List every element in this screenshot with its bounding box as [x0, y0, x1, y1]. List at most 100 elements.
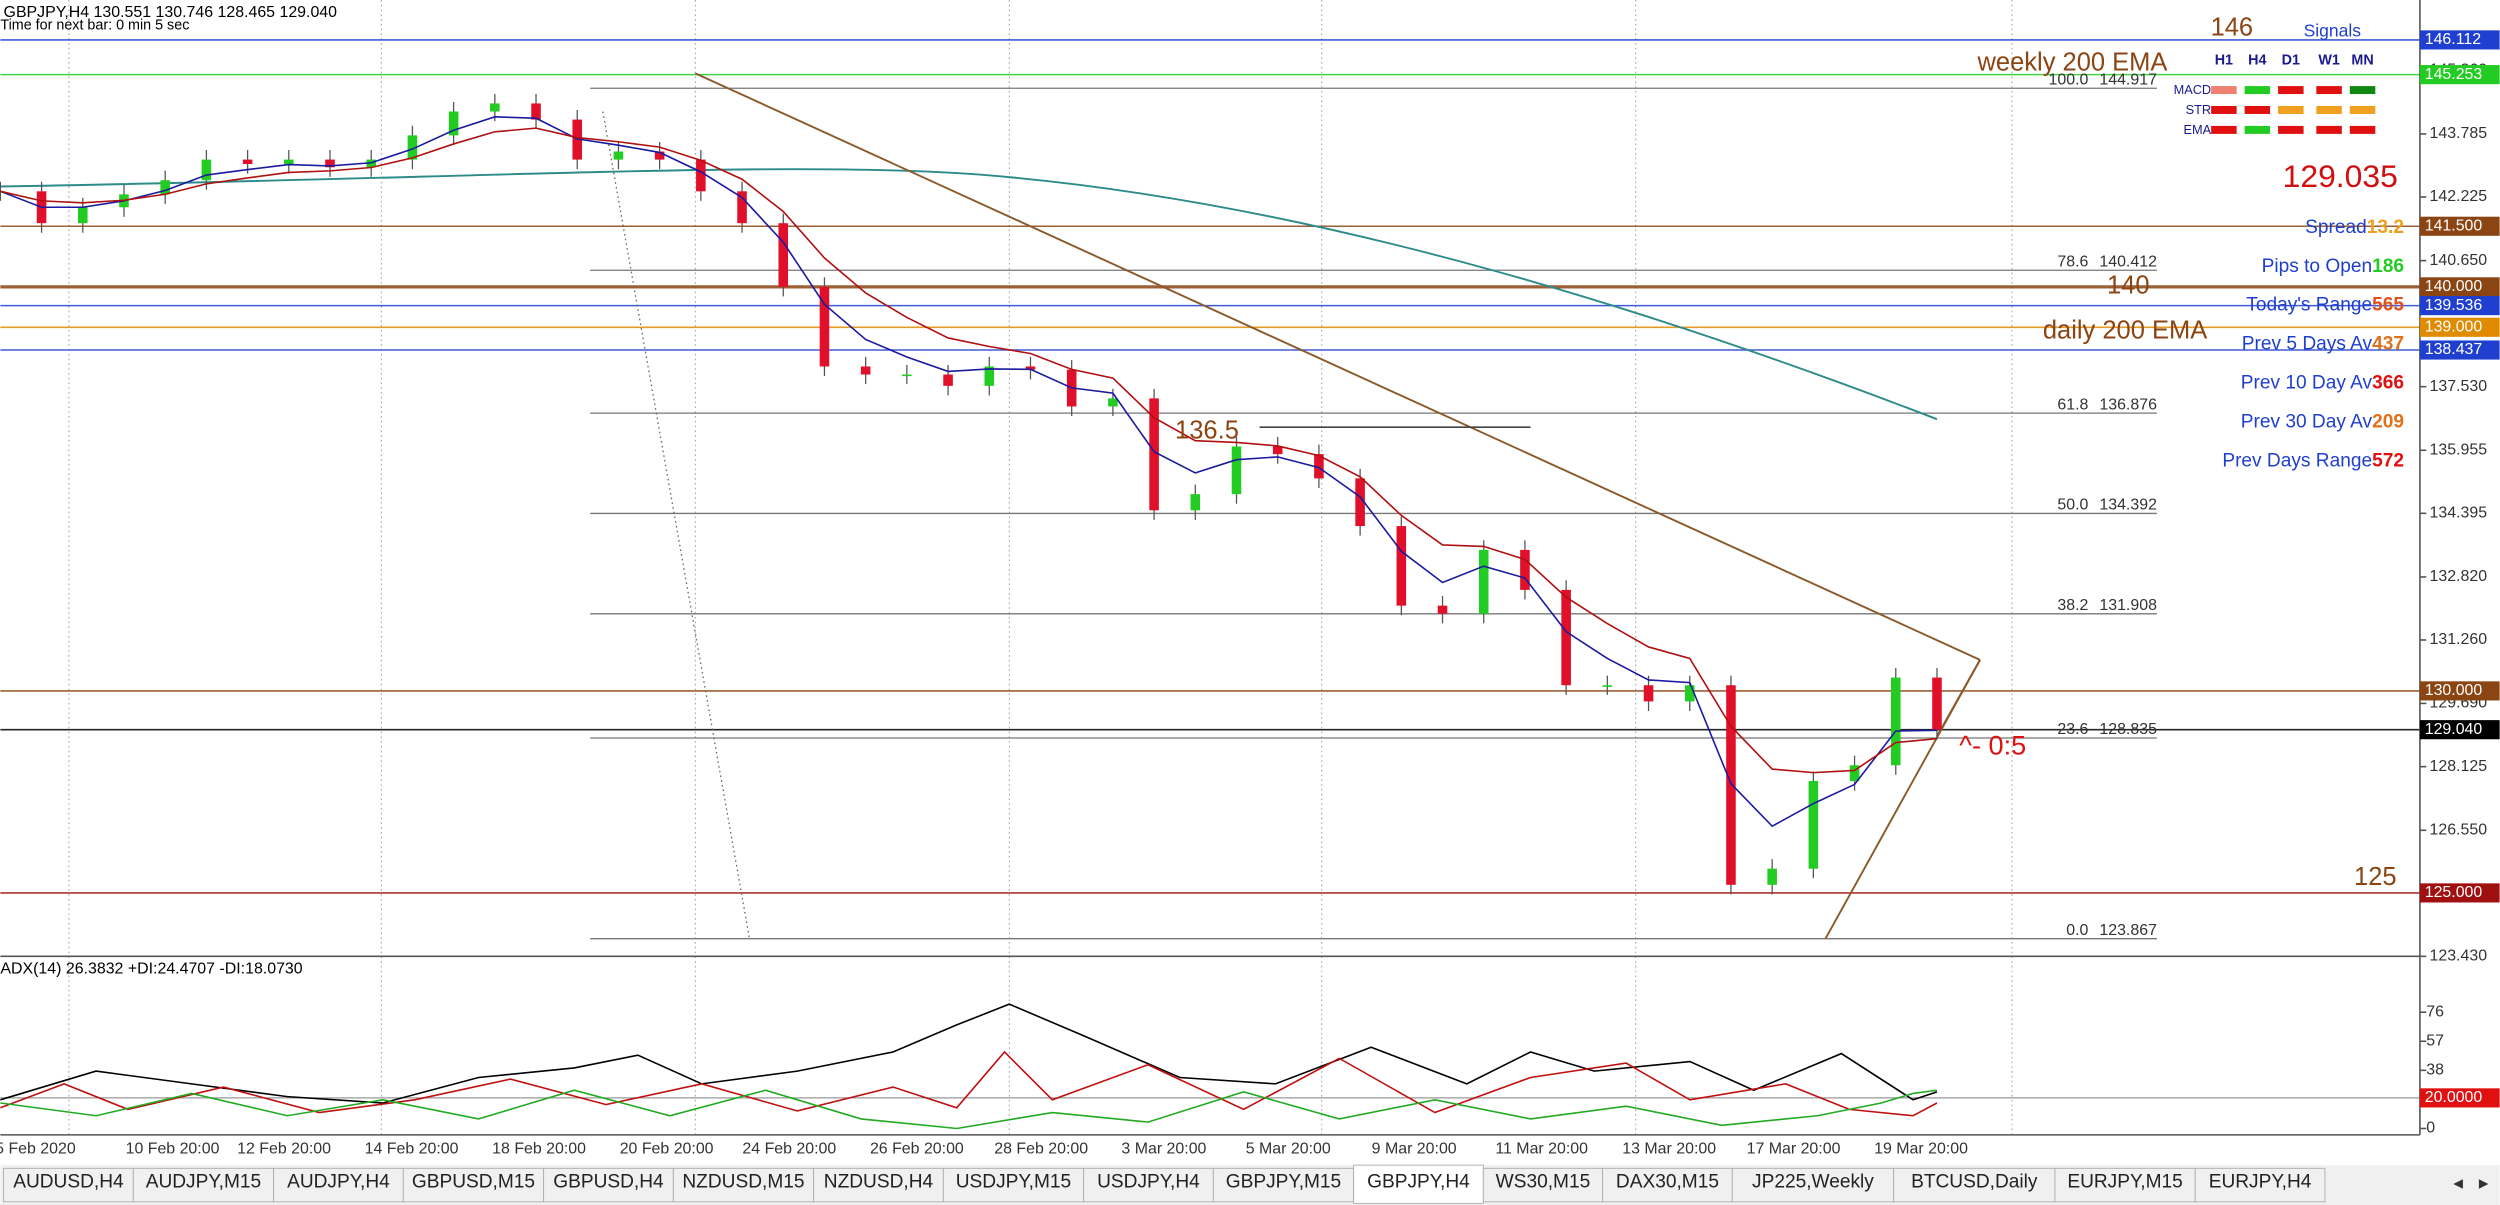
ema-200 [0, 168, 1938, 421]
candle [860, 366, 871, 375]
price-tick-label: 137.530 [2429, 378, 2487, 395]
price-marker-label: 145.253 [2425, 66, 2483, 83]
tab[interactable] [1482, 1167, 1604, 1203]
indicator-marker-label: 20.0000 [2425, 1089, 2483, 1106]
tab[interactable] [813, 1167, 944, 1203]
annotation: 140 [2107, 272, 2150, 300]
fib-anchor [602, 111, 751, 939]
tab[interactable] [1893, 1167, 2056, 1203]
scroll-left[interactable]: ◄ [2450, 1175, 2466, 1192]
tab[interactable] [273, 1167, 404, 1203]
price-marker [2419, 277, 2500, 297]
candle [201, 159, 212, 181]
tab-label[interactable]: GBPJPY,H4 [1367, 1172, 1470, 1193]
tab-label[interactable]: BTCUSD,Daily [1911, 1172, 2038, 1193]
stat-value: 13.2 [2367, 217, 2404, 238]
tab[interactable] [402, 1167, 545, 1203]
candle [696, 159, 706, 192]
price-marker-label: 130.000 [2425, 682, 2483, 699]
tab-label[interactable]: JP225,Weekly [1752, 1172, 1874, 1193]
tab-label[interactable]: GBPUSD,H4 [553, 1172, 664, 1193]
tab-label[interactable]: GBPJPY,M15 [1226, 1172, 1341, 1193]
tab[interactable] [1212, 1167, 1355, 1203]
candle [819, 286, 830, 367]
tabs: AUDUSD,H4 AUDJPY,M15 AUDJPY,H4 GBPUSD,M15 GB… [3, 1164, 2326, 1204]
candle [1684, 685, 1695, 702]
candle [284, 159, 294, 165]
tab-label[interactable]: GBPUSD,M15 [412, 1172, 535, 1193]
tab[interactable] [1083, 1167, 1214, 1203]
stat-label: Today's Range [2246, 295, 2372, 316]
time-label: 5 Mar 20:00 [1246, 1140, 1331, 1157]
price-marker [2419, 340, 2500, 360]
horizontal-lines [0, 39, 2420, 1099]
signal-cell [2278, 86, 2304, 95]
tab-label[interactable]: EURJPY,H4 [2209, 1172, 2312, 1193]
signal-column: H4 [2248, 52, 2266, 68]
ma-slow [0, 127, 1938, 774]
tab-label[interactable]: NZDUSD,H4 [824, 1172, 934, 1193]
price-marker-label: 125.000 [2425, 884, 2483, 901]
price-tick-label: 135.955 [2429, 441, 2487, 458]
candle [1272, 446, 1283, 455]
fib-level: 78.6 [2057, 253, 2088, 270]
candle [984, 366, 995, 386]
time-label: 17 Mar 20:00 [1747, 1140, 1841, 1157]
tab[interactable] [672, 1167, 815, 1203]
signal-cell [2316, 105, 2342, 114]
tab-label[interactable]: AUDJPY,H4 [287, 1172, 390, 1193]
tab-label[interactable]: AUDUSD,H4 [13, 1172, 124, 1193]
tab-label[interactable]: USDJPY,M15 [956, 1172, 1071, 1193]
signal-cell [2211, 125, 2237, 134]
signal-cell [2211, 86, 2237, 95]
price-marker [2419, 30, 2500, 50]
candle [654, 151, 665, 160]
fib-price: 134.392 [2099, 497, 2157, 514]
time-label: 10 Feb 20:00 [126, 1140, 220, 1157]
candle [490, 103, 500, 112]
stat: Prev Days Range572 [2222, 450, 2404, 471]
stat-value: 209 [2372, 411, 2404, 432]
signal-cell [2244, 125, 2271, 134]
candle [1890, 677, 1901, 766]
candle [613, 151, 624, 160]
price-tick-label: 123.430 [2429, 948, 2487, 965]
stat-value: 572 [2372, 450, 2404, 471]
tab-label[interactable]: WS30,M15 [1496, 1172, 1591, 1193]
candle [902, 374, 912, 377]
candle [1190, 494, 1201, 511]
fib-price: 136.876 [2099, 396, 2157, 413]
ma-fast [0, 116, 1937, 828]
tab-label[interactable]: USDJPY,H4 [1097, 1172, 1200, 1193]
tab-active[interactable] [1353, 1164, 1484, 1204]
price-tick-label: 131.260 [2429, 631, 2487, 648]
signal-cell [2316, 125, 2342, 134]
scroll-right[interactable]: ► [2476, 1175, 2492, 1192]
price-marker [2419, 317, 2500, 337]
candle [407, 135, 418, 160]
fib-level: 61.8 [2057, 396, 2088, 413]
candle [1396, 526, 1407, 606]
current-price: 129.035 [2283, 158, 2398, 194]
candle [325, 159, 335, 168]
stat-label: Spread [2305, 217, 2367, 238]
indicator-tick-label: 38 [2426, 1062, 2444, 1079]
tab[interactable] [132, 1167, 275, 1203]
drawings [0, 72, 1981, 940]
tab[interactable] [2194, 1167, 2326, 1203]
price-tick-label: 134.395 [2429, 505, 2487, 522]
price-marker [2419, 720, 2500, 740]
tab-label[interactable]: NZDUSD,M15 [682, 1172, 804, 1193]
candle [1726, 685, 1736, 885]
price-tick-label: 143.785 [2429, 125, 2487, 142]
tab[interactable] [2054, 1167, 2196, 1203]
stat-label: Prev Days Range [2222, 450, 2372, 471]
stat: Prev 30 Day Av209 [2241, 411, 2404, 432]
tab[interactable] [942, 1167, 1085, 1203]
stat: Prev 5 Days Av437 [2242, 334, 2404, 355]
signal-cell [2349, 125, 2376, 134]
tab-label[interactable]: AUDJPY,M15 [146, 1172, 261, 1193]
tab-label[interactable]: DAX30,M15 [1616, 1172, 1719, 1193]
tab-label[interactable]: EURJPY,M15 [2067, 1172, 2182, 1193]
